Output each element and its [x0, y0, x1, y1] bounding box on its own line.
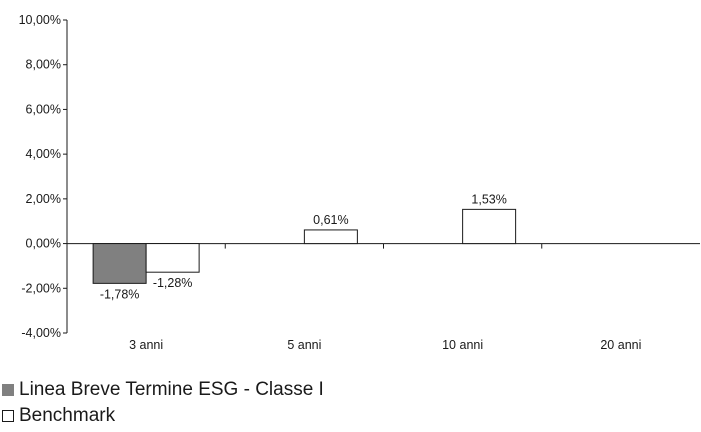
y-tick-label: 0,00% — [26, 237, 61, 251]
x-tick-label: 20 anni — [600, 338, 641, 352]
x-tick-label: 10 anni — [442, 338, 483, 352]
data-label: -1,78% — [100, 287, 140, 301]
data-label: 1,53% — [471, 192, 506, 206]
legend-swatch-fund — [2, 384, 14, 396]
bar-chart: -4,00% -2,00% 0,00% 2,00% 4,00% 6,00% 8,00% 10,… — [19, 13, 700, 352]
legend-item-fund: Linea Breve Termine ESG - Classe I — [2, 378, 324, 402]
bar-benchmark — [462, 208, 517, 245]
bar-benchmark — [303, 229, 358, 245]
x-tick-label: 3 anni — [129, 338, 163, 352]
legend-label-benchmark: Benchmark — [19, 405, 116, 426]
y-tick-label: -4,00% — [21, 326, 61, 340]
legend-swatch-benchmark — [2, 410, 14, 422]
y-tick-label: 8,00% — [26, 58, 61, 72]
bar-fund — [92, 243, 147, 284]
y-tick-label: 4,00% — [26, 147, 61, 161]
y-tick-label: 2,00% — [26, 192, 61, 206]
data-label: -1,28% — [153, 276, 193, 290]
x-tick-label: 5 anni — [287, 338, 321, 352]
legend-item-benchmark: Benchmark — [2, 404, 115, 428]
y-tick-label: 6,00% — [26, 102, 61, 116]
bar-benchmark — [145, 243, 200, 273]
data-label: 0,61% — [313, 213, 348, 227]
legend-label-fund: Linea Breve Termine ESG - Classe I — [19, 379, 324, 400]
y-tick-label: 10,00% — [19, 13, 61, 27]
y-tick-label: -2,00% — [21, 281, 61, 295]
